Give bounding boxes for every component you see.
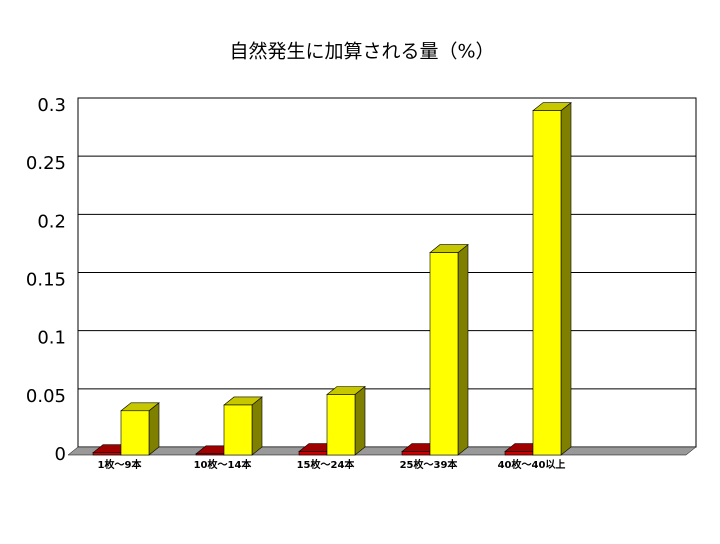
y-tick-label: 0.25 — [26, 153, 66, 174]
x-tick-label: 10枚～14本 — [194, 458, 253, 471]
x-tick-label: 25枚～39本 — [400, 458, 459, 471]
x-tick-label: 1枚～9本 — [98, 458, 143, 471]
bar — [223, 396, 263, 456]
y-tick-label: 0.3 — [37, 95, 66, 116]
y-tick-label: 0.2 — [37, 211, 66, 232]
bar — [120, 402, 160, 456]
chart-title: 自然発生に加算される量（%） — [229, 41, 494, 63]
y-tick-label: 0.1 — [37, 328, 66, 349]
x-tick-label: 15枚～24本 — [297, 458, 356, 471]
y-tick-label: 0.15 — [26, 270, 66, 291]
floor — [67, 446, 697, 456]
bar — [429, 243, 469, 456]
y-tick-label: 0.05 — [26, 386, 66, 407]
y-tick-label: 0 — [55, 444, 66, 465]
bar — [532, 102, 572, 456]
bar — [326, 385, 366, 456]
x-tick-label: 40枚～40以上 — [498, 458, 566, 471]
